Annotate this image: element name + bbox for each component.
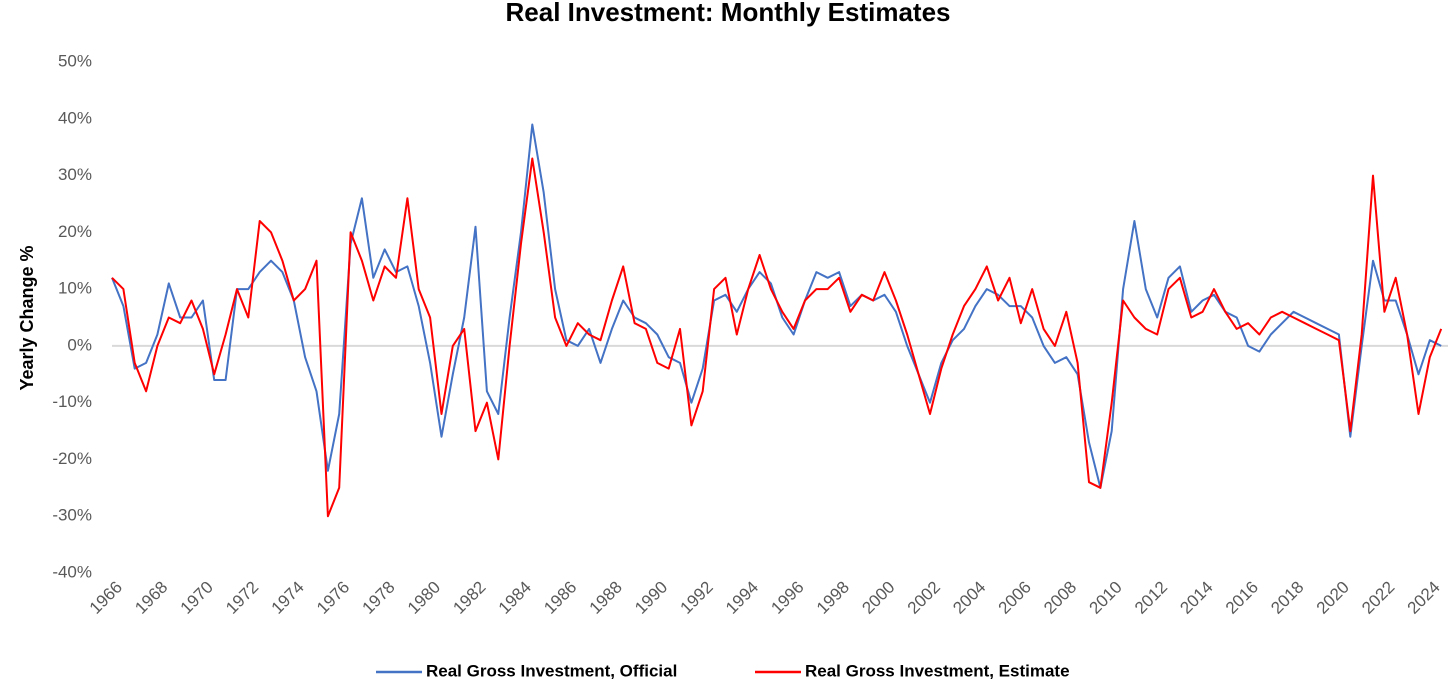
x-tick-label: 1974 xyxy=(268,578,308,618)
x-tick-label: 2006 xyxy=(995,578,1035,618)
y-tick-label: 50% xyxy=(58,51,92,70)
x-tick-label: 1988 xyxy=(586,578,626,618)
legend-label: Real Gross Investment, Estimate xyxy=(805,661,1070,680)
y-tick-label: -40% xyxy=(52,562,92,581)
legend-label: Real Gross Investment, Official xyxy=(426,661,677,680)
x-tick-label: 1984 xyxy=(495,578,535,618)
x-tick-label: 2018 xyxy=(1267,578,1307,618)
x-tick-label: 2002 xyxy=(904,578,944,618)
x-tick-label: 1994 xyxy=(722,578,762,618)
y-tick-label: -30% xyxy=(52,506,92,525)
x-tick-label: 1990 xyxy=(631,578,671,618)
x-tick-label: 1976 xyxy=(313,578,353,618)
x-tick-label: 1998 xyxy=(813,578,853,618)
series-line xyxy=(112,125,1441,488)
x-tick-label: 2024 xyxy=(1404,578,1444,618)
x-tick-label: 1966 xyxy=(86,578,126,618)
x-tick-label: 2016 xyxy=(1222,578,1262,618)
x-tick-label: 1978 xyxy=(358,578,398,618)
x-tick-label: 1980 xyxy=(404,578,444,618)
y-axis-label: Yearly Change % xyxy=(17,245,37,390)
series-line xyxy=(112,159,1441,517)
chart-title: Real Investment: Monthly Estimates xyxy=(506,0,951,27)
y-tick-label: 30% xyxy=(58,165,92,184)
y-tick-label: 40% xyxy=(58,108,92,127)
x-tick-label: 2010 xyxy=(1086,578,1126,618)
x-tick-label: 1982 xyxy=(449,578,489,618)
x-tick-label: 1972 xyxy=(222,578,262,618)
y-tick-label: 10% xyxy=(58,279,92,298)
x-tick-label: 2008 xyxy=(1040,578,1080,618)
y-tick-label: -10% xyxy=(52,392,92,411)
y-tick-label: 20% xyxy=(58,222,92,241)
x-tick-label: 1986 xyxy=(540,578,580,618)
x-tick-label: 2014 xyxy=(1176,578,1216,618)
x-tick-label: 1992 xyxy=(677,578,717,618)
x-tick-label: 2000 xyxy=(858,578,898,618)
x-tick-label: 1996 xyxy=(767,578,807,618)
x-tick-label: 2020 xyxy=(1313,578,1353,618)
y-tick-label: 0% xyxy=(67,335,92,354)
x-tick-label: 2004 xyxy=(949,578,989,618)
x-tick-label: 2022 xyxy=(1358,578,1398,618)
y-tick-label: -20% xyxy=(52,449,92,468)
x-tick-label: 1968 xyxy=(131,578,171,618)
x-tick-label: 2012 xyxy=(1131,578,1171,618)
x-tick-label: 1970 xyxy=(177,578,217,618)
